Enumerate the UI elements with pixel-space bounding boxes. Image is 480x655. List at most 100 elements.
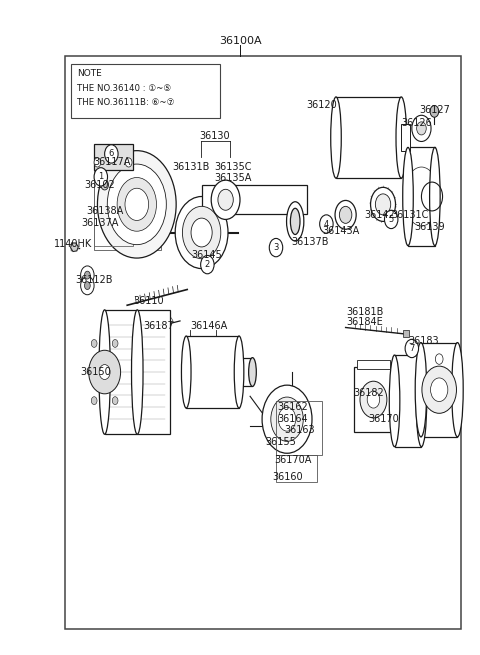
Bar [94,167,133,246]
Text: NOTE: NOTE [77,69,102,79]
Circle shape [99,365,110,379]
Circle shape [417,122,426,135]
Text: 4: 4 [324,219,329,229]
Circle shape [125,188,149,221]
Text: 36160: 36160 [273,472,303,482]
Circle shape [112,339,118,347]
Circle shape [375,194,391,215]
Bar [276,401,322,455]
Text: 7: 7 [409,344,415,353]
Circle shape [405,339,419,358]
Circle shape [84,282,90,290]
Text: 36139: 36139 [414,221,445,232]
Text: 36126: 36126 [401,118,432,128]
Text: 36143A: 36143A [322,225,360,236]
Text: 36164: 36164 [277,413,308,424]
Text: 6: 6 [108,149,114,159]
Bar [403,330,409,337]
Ellipse shape [396,97,407,178]
Bar [94,173,161,250]
Circle shape [125,158,132,167]
Text: THE NO.36140 : ①~⑤: THE NO.36140 : ①~⑤ [77,84,171,93]
Circle shape [84,271,90,279]
Circle shape [191,218,212,247]
Text: 2: 2 [205,260,210,269]
Circle shape [81,276,94,295]
Circle shape [101,179,108,190]
Ellipse shape [234,336,244,408]
Circle shape [91,339,97,347]
Circle shape [384,210,398,229]
Text: 36112B: 36112B [75,275,112,286]
Text: 36131B: 36131B [172,162,209,172]
Circle shape [371,187,396,221]
Circle shape [367,391,380,408]
Ellipse shape [331,97,341,178]
Circle shape [94,168,108,186]
Text: 36182: 36182 [353,388,384,398]
Text: 36135C: 36135C [214,162,252,172]
Bar [401,124,410,151]
Text: 1140HK: 1140HK [54,238,92,249]
Circle shape [81,266,94,284]
Ellipse shape [132,310,143,434]
Bar [357,360,390,369]
Text: 36138A: 36138A [86,206,123,216]
Circle shape [97,151,176,258]
Text: 36163: 36163 [285,424,315,435]
Bar [186,336,239,408]
Circle shape [89,350,120,394]
Circle shape [107,164,166,245]
Bar [65,56,461,629]
Ellipse shape [416,355,427,447]
Text: 36135A: 36135A [214,173,252,183]
Circle shape [211,180,240,219]
Bar [202,185,307,214]
Circle shape [262,385,312,453]
Text: 36150: 36150 [81,367,111,377]
Bar [105,310,170,434]
Text: 1: 1 [98,172,103,181]
Text: 36146A: 36146A [190,321,228,331]
Bar [408,147,435,246]
Bar [239,358,252,386]
Ellipse shape [287,202,304,241]
Circle shape [182,206,221,259]
Circle shape [94,158,101,167]
Bar [71,64,220,118]
Circle shape [339,206,352,223]
Circle shape [320,215,333,233]
Bar [94,144,133,170]
Circle shape [360,381,387,418]
Ellipse shape [249,358,256,386]
Ellipse shape [452,343,463,437]
Text: 36142: 36142 [364,210,395,220]
Circle shape [218,189,233,210]
Text: 36170: 36170 [369,414,399,424]
Text: 36110: 36110 [133,296,164,307]
Text: 36117A: 36117A [93,157,131,168]
Text: 36145: 36145 [191,250,222,261]
Polygon shape [71,243,78,252]
Circle shape [105,145,118,163]
Circle shape [278,407,296,431]
Circle shape [91,397,97,405]
Circle shape [335,200,356,229]
Ellipse shape [403,147,413,246]
Circle shape [412,115,431,141]
Circle shape [201,255,214,274]
Text: 5: 5 [389,215,394,224]
Text: 36187: 36187 [143,321,174,331]
Text: 36120: 36120 [306,100,337,110]
Text: 3: 3 [273,243,279,252]
Text: 36170A: 36170A [274,455,312,465]
Circle shape [435,354,443,364]
Circle shape [422,366,456,413]
Circle shape [175,196,228,269]
Ellipse shape [415,343,427,437]
Circle shape [269,238,283,257]
Bar [276,455,317,482]
Circle shape [117,178,156,231]
Text: 36137B: 36137B [291,237,328,248]
Circle shape [430,105,439,117]
